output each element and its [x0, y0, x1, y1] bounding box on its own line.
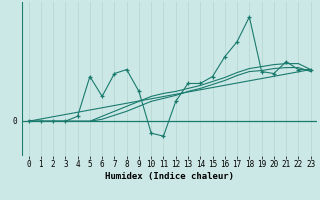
Text: 0: 0 — [13, 117, 18, 126]
X-axis label: Humidex (Indice chaleur): Humidex (Indice chaleur) — [105, 172, 234, 181]
